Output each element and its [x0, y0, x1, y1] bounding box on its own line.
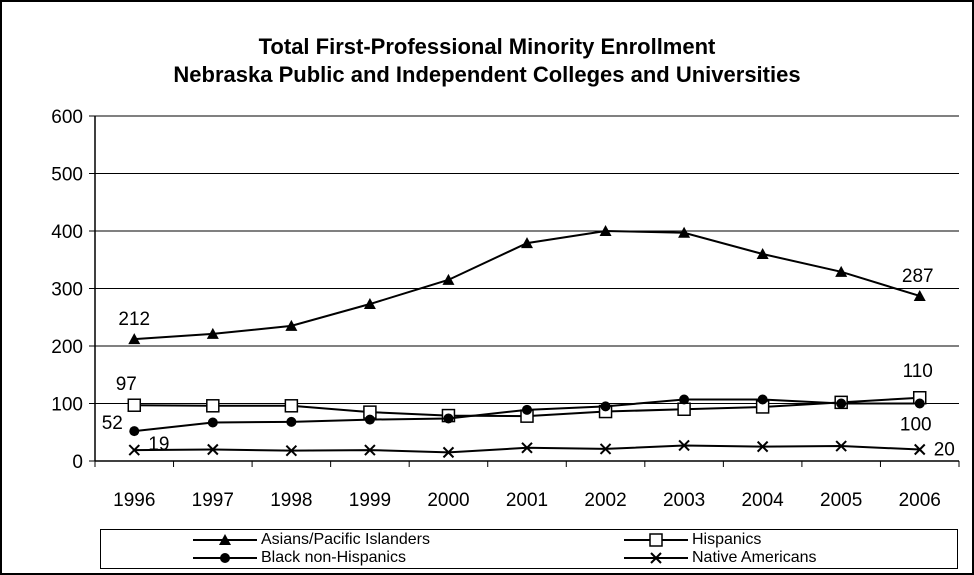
data-point-x: [442, 446, 455, 459]
legend-marker-x: [624, 552, 688, 564]
data-point-x: [128, 444, 140, 456]
data-point-triangle: [599, 225, 612, 236]
legend-label-asians: Asians/Pacific Islanders: [261, 531, 430, 548]
x-tick-label: 1998: [270, 490, 312, 511]
data-point-x: [914, 443, 926, 456]
data-point-x: [521, 442, 533, 454]
x-tick-label: 1997: [192, 490, 234, 511]
data-point-triangle: [678, 226, 691, 238]
chart-title-line-2: Nebraska Public and Independent Colleges…: [173, 62, 801, 87]
x-tick-label: 2002: [584, 490, 626, 511]
y-tick-label: 400: [51, 222, 83, 243]
y-tick-label: 100: [51, 395, 83, 416]
data-point-circle: [600, 401, 611, 412]
data-point-circle: [207, 417, 218, 428]
data-point-circle: [679, 394, 690, 405]
data-point-triangle: [835, 265, 848, 277]
y-tick-label: 200: [51, 337, 83, 358]
data-point-square: [127, 398, 142, 412]
data-point-triangle: [521, 237, 533, 249]
legend-marker-triangle: [193, 534, 257, 545]
x-tick-label: 2003: [663, 490, 705, 511]
chart-legend: Asians/Pacific Islanders Hispanics Black…: [100, 529, 958, 569]
data-point-x: [364, 444, 376, 456]
data-point-circle: [443, 413, 454, 424]
data-point-circle: [836, 398, 847, 409]
y-tick-label: 600: [51, 107, 83, 128]
data-point-square: [677, 402, 691, 416]
data-point-triangle: [363, 298, 376, 310]
legend-marker-circle: [193, 553, 257, 563]
x-tick-label: 2000: [427, 490, 469, 511]
data-point-x: [599, 443, 612, 455]
data-label: 100: [900, 415, 932, 436]
y-tick-label: 500: [51, 165, 83, 186]
data-point-triangle: [756, 248, 769, 259]
data-point-square: [284, 399, 299, 413]
data-point-x: [207, 443, 219, 456]
y-tick-label: 300: [51, 280, 83, 301]
legend-marker-square: [624, 533, 688, 547]
legend-label-native: Native Americans: [692, 549, 817, 566]
data-point-x: [756, 440, 769, 453]
data-label: 19: [148, 434, 169, 455]
x-tick-label: 2004: [741, 490, 784, 511]
data-point-triangle: [442, 273, 455, 285]
data-point-triangle: [285, 319, 298, 331]
data-point-triangle: [913, 289, 926, 301]
x-tick-label: 2005: [820, 490, 862, 511]
data-label: 287: [902, 266, 934, 287]
legend-label-black: Black non-Hispanics: [261, 549, 406, 566]
data-point-circle: [129, 426, 140, 437]
data-point-circle: [364, 414, 375, 425]
x-tick-label: 1996: [113, 490, 155, 511]
data-point-circle: [914, 398, 925, 409]
x-tick-label: 1999: [349, 490, 391, 511]
data-point-circle: [286, 416, 297, 427]
data-label: 20: [934, 440, 955, 461]
data-point-square: [206, 399, 220, 413]
x-tick-label: 2001: [506, 490, 548, 511]
data-label: 97: [116, 374, 137, 395]
data-label: 52: [102, 413, 123, 434]
data-point-triangle: [206, 327, 219, 339]
data-label: 110: [903, 361, 933, 382]
data-point-circle: [757, 394, 768, 405]
data-label: 212: [118, 309, 150, 330]
x-tick-label: 2006: [899, 490, 941, 511]
data-point-x: [678, 439, 690, 452]
data-point-x: [285, 444, 298, 457]
y-tick-label: 0: [72, 452, 83, 473]
legend-label-hispanics: Hispanics: [692, 531, 762, 548]
data-point-x: [835, 440, 847, 452]
data-point-circle: [522, 404, 532, 415]
data-point-triangle: [128, 333, 141, 345]
chart-title-line-1: Total First-Professional Minority Enroll…: [258, 34, 716, 59]
